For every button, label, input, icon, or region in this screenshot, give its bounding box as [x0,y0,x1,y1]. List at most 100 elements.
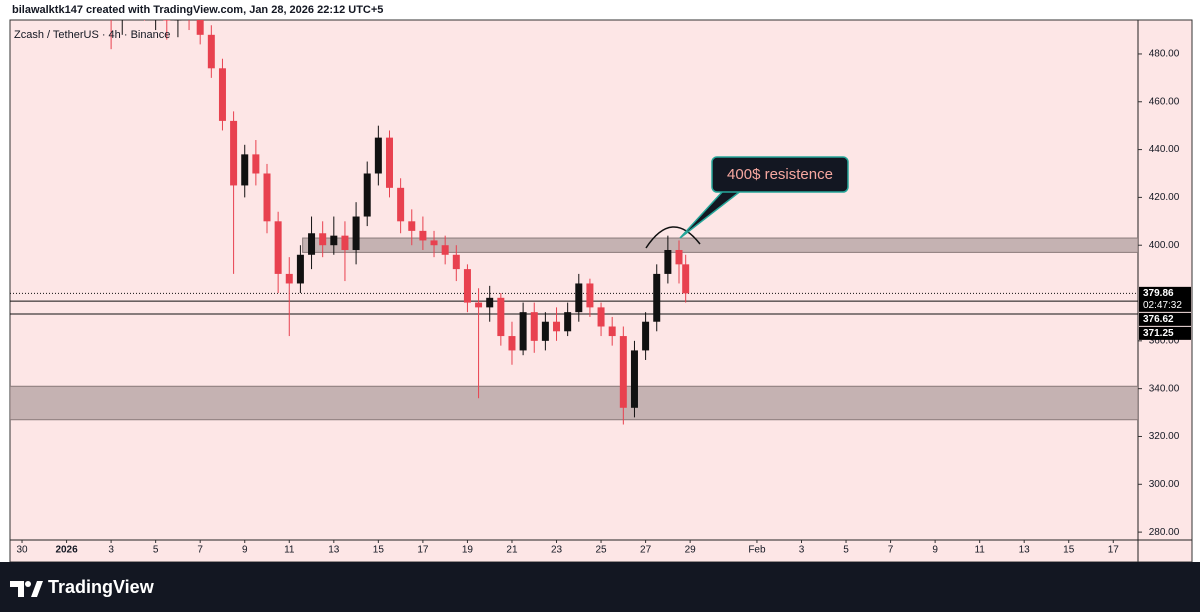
candle-body [497,297,505,337]
y-tick-label: 460.00 [1149,96,1180,107]
x-tick-label: 17 [417,545,429,556]
x-tick-label: 2026 [55,545,78,556]
candle-body [296,254,304,284]
x-tick-label: 7 [888,545,894,556]
candle-body [308,233,316,255]
x-tick-label: 13 [1019,545,1031,556]
price-label-box [1139,312,1191,326]
candle-body [463,269,471,303]
candle-body [664,249,672,274]
candle-body [682,264,690,294]
candle-body [385,137,393,188]
candle-body [642,321,650,351]
x-tick-label: 27 [640,545,652,556]
logo-mark [25,581,31,587]
candle-body [430,240,438,246]
logo-mark [10,581,24,597]
x-tick-label: Feb [748,545,766,556]
x-tick-label: 21 [506,545,518,556]
candle-body [619,336,627,408]
y-tick-label: 420.00 [1149,192,1180,203]
candle-body [586,283,594,308]
candle-body [530,312,538,341]
plot-area [10,20,1192,562]
callout-text: 400$ resistence [727,166,833,183]
x-tick-label: 7 [197,545,203,556]
price-label: 371.25 [1143,328,1174,339]
candle-body [207,34,215,69]
candle-body [163,20,171,21]
countdown-label: 02:47:32 [1143,300,1182,311]
x-tick-label: 13 [328,545,340,556]
candle-body [397,187,405,222]
candle-body [419,230,427,241]
y-tick-label: 480.00 [1149,49,1180,60]
logo-mark [31,581,43,597]
candle-body [230,120,238,186]
candle-body [241,154,249,186]
y-tick-label: 320.00 [1149,431,1180,442]
x-tick-label: 5 [153,545,159,556]
x-tick-label: 11 [284,545,295,556]
y-tick-label: 300.00 [1149,479,1180,490]
header: bilawalktk147 created with TradingView.c… [12,4,383,16]
candle-body [218,68,226,121]
x-tick-label: 9 [932,545,938,556]
candle-body [486,297,494,308]
x-tick-label: 9 [242,545,248,556]
x-tick-label: 25 [595,545,607,556]
candle-body [452,254,460,270]
y-tick-label: 440.00 [1149,144,1180,155]
candle-body [630,350,638,408]
candle-body [374,137,382,174]
candle-body [263,173,271,222]
candle-body [597,307,605,327]
candle-body [541,321,549,341]
candle-body [575,283,583,313]
x-tick-label: 19 [462,545,474,556]
x-tick-label: 15 [373,545,385,556]
zone [302,237,1138,253]
price-label-box [1139,326,1191,340]
x-tick-label: 23 [551,545,563,556]
y-tick-label: 400.00 [1149,240,1180,251]
y-tick-label: 280.00 [1149,527,1180,538]
y-tick-label: 360.00 [1149,335,1180,346]
x-tick-label: 3 [108,545,114,556]
footer-bar [0,562,1200,612]
candle-body [475,302,483,308]
candle-body [508,336,516,351]
candle-body [564,312,572,332]
candle-body [653,273,661,322]
candle-body [352,216,360,250]
candle-body [519,312,527,351]
candle-body [330,235,338,246]
y-tick-label: 340.00 [1149,383,1180,394]
candle-body [553,321,561,332]
arc-shape [645,226,701,249]
candle-body [319,233,327,246]
candle-body [675,249,683,265]
x-tick-label: 17 [1108,545,1120,556]
callout-box [711,156,849,193]
candle-body [408,221,416,231]
zone [10,385,1138,421]
brand: TradingView [48,577,155,597]
candle-body [285,273,293,284]
x-tick-label: 5 [843,545,849,556]
x-tick-label: 29 [685,545,697,556]
x-tick-label: 30 [16,545,28,556]
x-tick-label: 11 [974,545,985,556]
candle-body [441,245,449,255]
price-label: 379.86 [1143,288,1174,299]
candle-body [363,173,371,217]
candle-body [196,20,204,35]
candle-body [274,221,282,274]
candle-body [608,326,616,337]
price-label-box [1139,286,1191,312]
candle-body [341,235,349,250]
x-tick-label: 15 [1063,545,1075,556]
plot-layer [10,20,1138,425]
